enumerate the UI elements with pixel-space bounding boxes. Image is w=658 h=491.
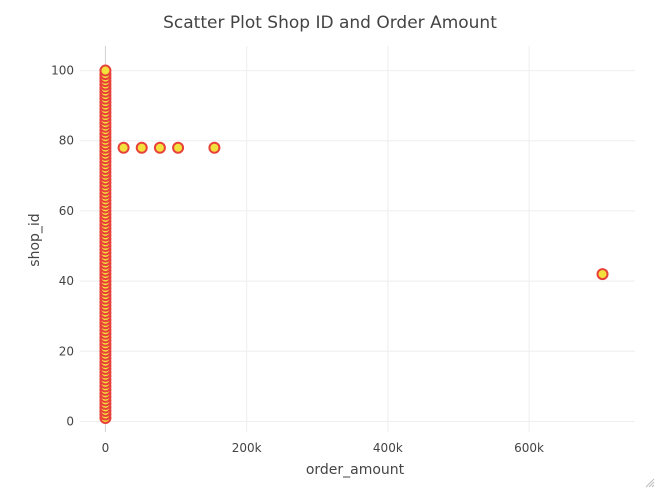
x-tick-label: 0 — [102, 441, 110, 455]
y-tick-label: 80 — [59, 134, 74, 148]
scatter-point — [596, 268, 609, 281]
grid — [80, 46, 635, 432]
y-tick-label: 100 — [51, 64, 74, 78]
scatter-point — [117, 141, 130, 154]
y-tick-label: 20 — [59, 344, 74, 358]
y-tick-label: 0 — [66, 414, 74, 428]
x-axis-title: order_amount — [306, 462, 405, 478]
x-tick-label: 200k — [232, 441, 262, 455]
y-axis-ticks: 0 20 40 60 80 100 — [51, 64, 74, 429]
chart-title: Scatter Plot Shop ID and Order Amount — [163, 13, 497, 33]
x-tick-label: 400k — [373, 441, 403, 455]
scatter-point — [153, 141, 166, 154]
scatter-point — [135, 141, 148, 154]
x-tick-label: 600k — [514, 441, 544, 455]
resize-grip-icon[interactable] — [645, 478, 655, 488]
y-axis-title: shop_id — [27, 213, 43, 266]
x-axis-ticks: 0 200k 400k 600k — [102, 441, 544, 455]
scatter-point — [99, 64, 112, 77]
scatter-point — [172, 141, 185, 154]
y-tick-label: 40 — [59, 274, 74, 288]
data-points — [99, 64, 609, 424]
y-tick-label: 60 — [59, 204, 74, 218]
scatter-point — [208, 141, 221, 154]
